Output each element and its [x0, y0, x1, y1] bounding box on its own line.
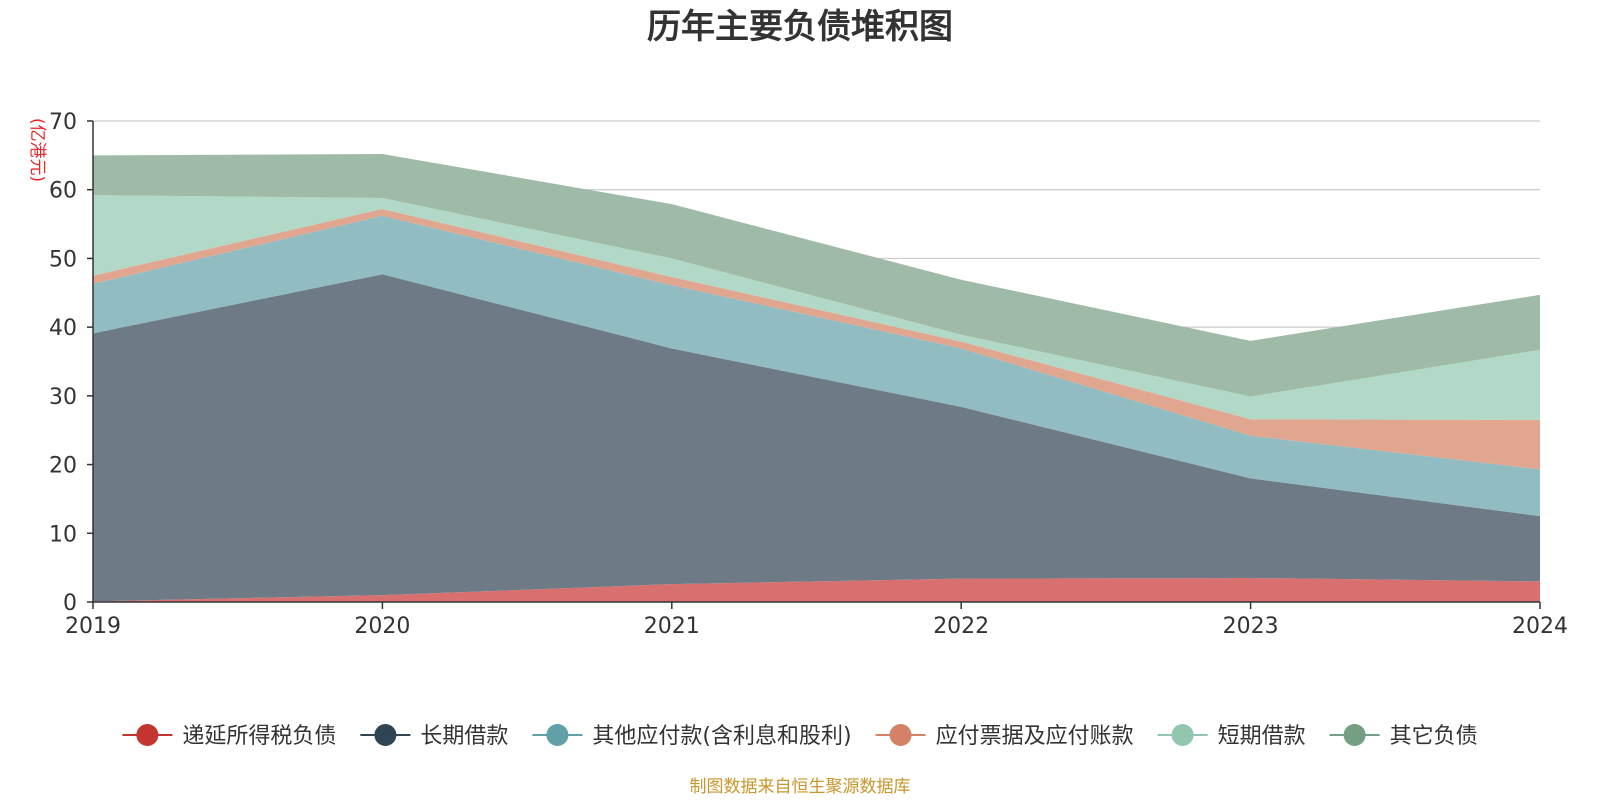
- legend-label: 其他应付款(含利息和股利): [592, 724, 851, 749]
- legend: 递延所得税负债 长期借款 其他应付款(含利息和股利) 应付票据及应付账款 短期借款 其它负…: [122, 724, 1478, 749]
- y-tick-label: 0: [63, 591, 77, 616]
- x-tick-label: 2024: [1512, 614, 1568, 639]
- legend-label: 长期借款: [420, 724, 508, 749]
- legend-item[interactable]: 应付票据及应付账款: [875, 724, 1134, 749]
- area-series-2: [93, 274, 1540, 602]
- y-tick-labels: 0 10 20 30 40 50 60 70: [49, 110, 77, 616]
- axes: [87, 120, 1541, 609]
- legend-label: 应付票据及应付账款: [936, 724, 1134, 749]
- y-tick-label: 30: [49, 385, 77, 410]
- y-tick-label: 20: [49, 454, 77, 479]
- legend-item[interactable]: 其它负债: [1329, 724, 1478, 749]
- legend-item[interactable]: 其他应付款(含利息和股利): [532, 724, 852, 749]
- legend-marker-icon: [374, 724, 397, 746]
- data-source-note: 制图数据来自恒生聚源数据库: [690, 777, 911, 797]
- legend-marker-icon: [1171, 724, 1194, 746]
- legend-marker-icon: [136, 724, 159, 746]
- legend-label: 短期借款: [1218, 724, 1306, 749]
- area-series-1: [93, 577, 1540, 602]
- legend-item[interactable]: 长期借款: [360, 724, 508, 749]
- x-tick-label: 2019: [65, 614, 121, 639]
- y-tick-label: 10: [49, 522, 77, 547]
- legend-marker-icon: [889, 724, 912, 746]
- legend-label: 递延所得税负债: [182, 724, 336, 749]
- y-axis-unit: (亿港元): [27, 118, 47, 182]
- area-series: [93, 153, 1540, 602]
- area-series-5: [93, 195, 1540, 420]
- y-tick-label: 70: [49, 110, 77, 135]
- chart-title: 历年主要负债堆积图: [647, 7, 953, 47]
- area-series-3: [93, 215, 1540, 517]
- x-tick-label: 2020: [354, 614, 410, 639]
- x-tick-label: 2023: [1223, 614, 1279, 639]
- y-tick-label: 40: [49, 316, 77, 341]
- legend-marker-icon: [546, 724, 569, 746]
- x-tick-label: 2022: [933, 614, 989, 639]
- x-tick-labels: 2019 2020 2021 2022 2023 2024: [65, 614, 1568, 639]
- legend-label: 其它负债: [1390, 724, 1478, 749]
- area-series-4: [93, 208, 1540, 470]
- y-tick-label: 60: [49, 179, 77, 204]
- legend-marker-icon: [1343, 724, 1366, 746]
- x-tick-label: 2021: [644, 614, 700, 639]
- area-series-6: [93, 153, 1540, 397]
- legend-item[interactable]: 短期借款: [1157, 724, 1306, 749]
- y-tick-label: 50: [49, 247, 77, 272]
- legend-item[interactable]: 递延所得税负债: [122, 724, 336, 749]
